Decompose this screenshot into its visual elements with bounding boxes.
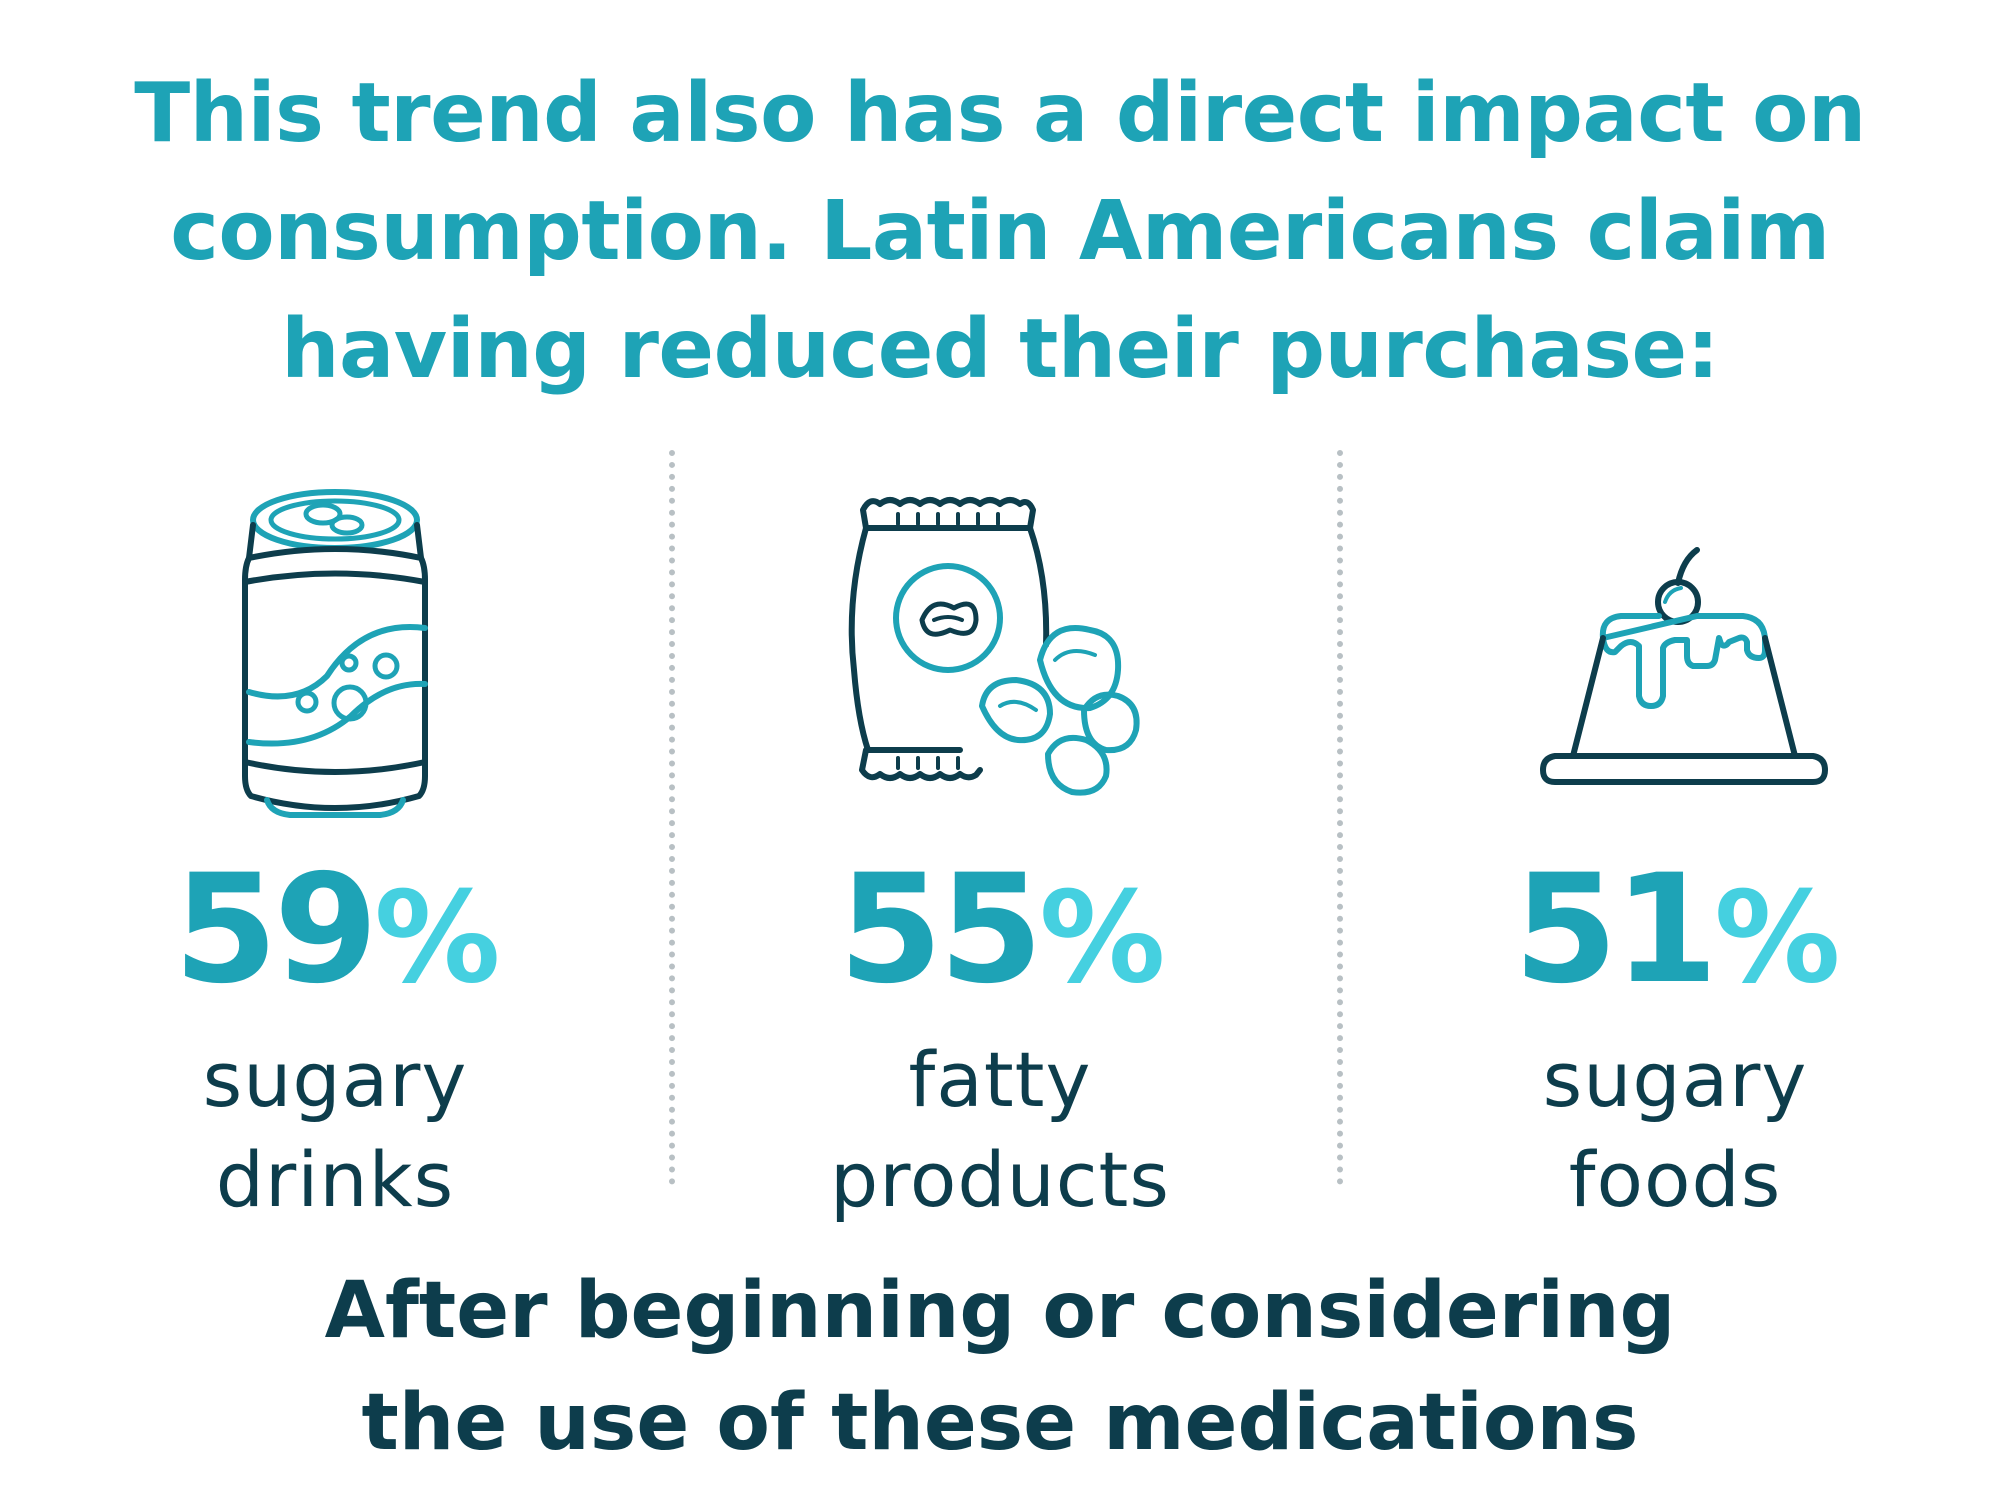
stat-label: sugary foods bbox=[1425, 1030, 1925, 1230]
stat-number: 55 bbox=[838, 843, 1044, 1017]
stat-percent: 55% bbox=[750, 845, 1250, 1023]
footnote: After beginning or considering the use o… bbox=[0, 1255, 2000, 1479]
footnote-line-1: After beginning or considering bbox=[324, 1266, 1676, 1356]
stat-percent: 51% bbox=[1425, 845, 1925, 1023]
stat-label-line-1: sugary bbox=[202, 1035, 468, 1124]
footnote-line-2: the use of these medications bbox=[361, 1378, 1639, 1468]
stat-sugary-foods: 51% sugary foods bbox=[1425, 470, 1925, 1224]
stat-label-line-1: fatty bbox=[908, 1035, 1092, 1124]
stat-label: fatty products bbox=[750, 1030, 1250, 1230]
percent-sign: % bbox=[1714, 864, 1840, 1011]
soda-can-icon bbox=[85, 470, 585, 830]
column-divider bbox=[669, 450, 675, 1185]
column-divider bbox=[1337, 450, 1343, 1185]
headline-line-3: having reduced their purchase: bbox=[281, 302, 1719, 397]
stat-label: sugary drinks bbox=[85, 1030, 585, 1230]
pudding-icon bbox=[1425, 470, 1925, 830]
percent-sign: % bbox=[1039, 864, 1165, 1011]
stat-number: 59 bbox=[173, 843, 379, 1017]
stat-fatty-products: 55% fatty products bbox=[750, 470, 1250, 1224]
stat-number: 51 bbox=[1513, 843, 1719, 1017]
stat-label-line-2: products bbox=[830, 1135, 1170, 1224]
headline-line-2: consumption. Latin Americans claim bbox=[170, 184, 1830, 279]
stat-label-line-2: foods bbox=[1568, 1135, 1782, 1224]
stat-sugary-drinks: 59% sugary drinks bbox=[85, 470, 585, 1224]
stat-label-line-2: drinks bbox=[215, 1135, 455, 1224]
stat-label-line-1: sugary bbox=[1542, 1035, 1808, 1124]
stat-percent: 59% bbox=[85, 845, 585, 1023]
percent-sign: % bbox=[374, 864, 500, 1011]
headline: This trend also has a direct impact on c… bbox=[0, 55, 2000, 409]
chips-bag-icon bbox=[750, 470, 1250, 830]
headline-line-1: This trend also has a direct impact on bbox=[134, 66, 1866, 161]
